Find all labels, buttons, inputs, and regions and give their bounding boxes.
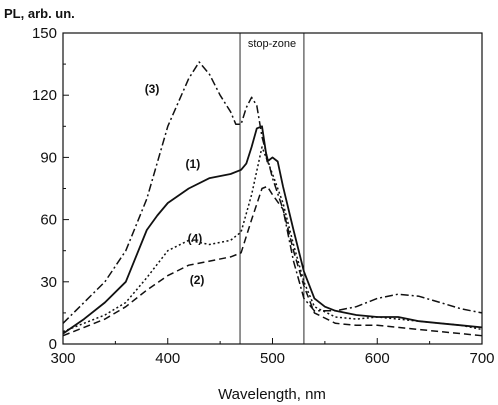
x-axis-title: Wavelength, nm [218,386,326,403]
curve-2-line [62,185,483,337]
y-tick-label-30: 30 [40,274,57,291]
curve-labels: (1) (2) (3) (4) [145,82,205,287]
curve-3-line [62,61,483,324]
stop-zone-region: stop-zone [239,33,305,344]
y-tick-label-0: 0 [49,336,57,353]
x-tick-label-500: 500 [260,350,285,367]
y-axis-title: PL, arb. un. [4,6,75,21]
y-tick-label-120: 120 [32,87,57,104]
y-tick-label-90: 90 [40,149,57,166]
x-tick-label-700: 700 [469,350,494,367]
stop-zone-label: stop-zone [248,38,296,50]
curve-1-line [62,125,483,335]
spectrum-curves [62,61,483,337]
axis-ticks: 300 400 500 600 700 0 30 60 90 120 150 [32,25,495,367]
x-tick-label-300: 300 [50,350,75,367]
curve-4-label: (4) [188,231,203,245]
y-tick-label-150: 150 [32,25,57,42]
curve-2-label: (2) [190,273,205,287]
curve-3-label: (3) [145,82,160,96]
y-tick-label-60: 60 [40,212,57,229]
curve-1-label: (1) [186,157,201,171]
plot-frame [62,32,483,345]
curve-4-line [62,146,483,333]
x-tick-label-400: 400 [155,350,180,367]
x-tick-label-600: 600 [365,350,390,367]
